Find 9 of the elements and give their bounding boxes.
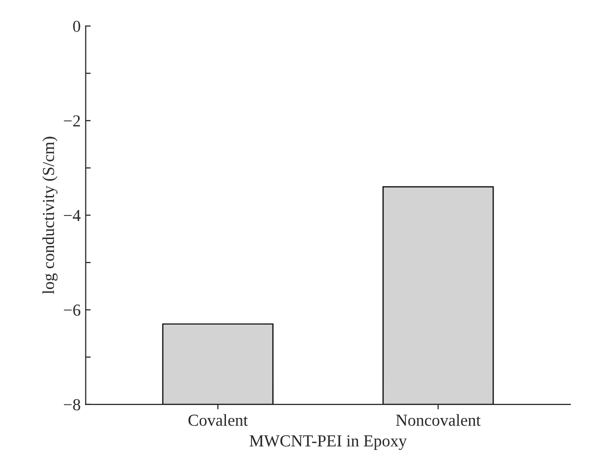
y-tick-label: −2 xyxy=(64,115,80,126)
x-tick-label: Noncovalent xyxy=(396,414,481,426)
x-tick-label: Covalent xyxy=(188,414,248,426)
y-tick-label: −6 xyxy=(64,304,80,316)
y-axis-title: log conductivity (S/cm) xyxy=(42,136,58,294)
y-tick-label: 0 xyxy=(73,20,80,32)
y-tick-label: −4 xyxy=(64,210,81,221)
y-tick-label: −8 xyxy=(64,399,80,410)
x-axis-title: MWCNT-PEI in Epoxy xyxy=(250,435,407,450)
